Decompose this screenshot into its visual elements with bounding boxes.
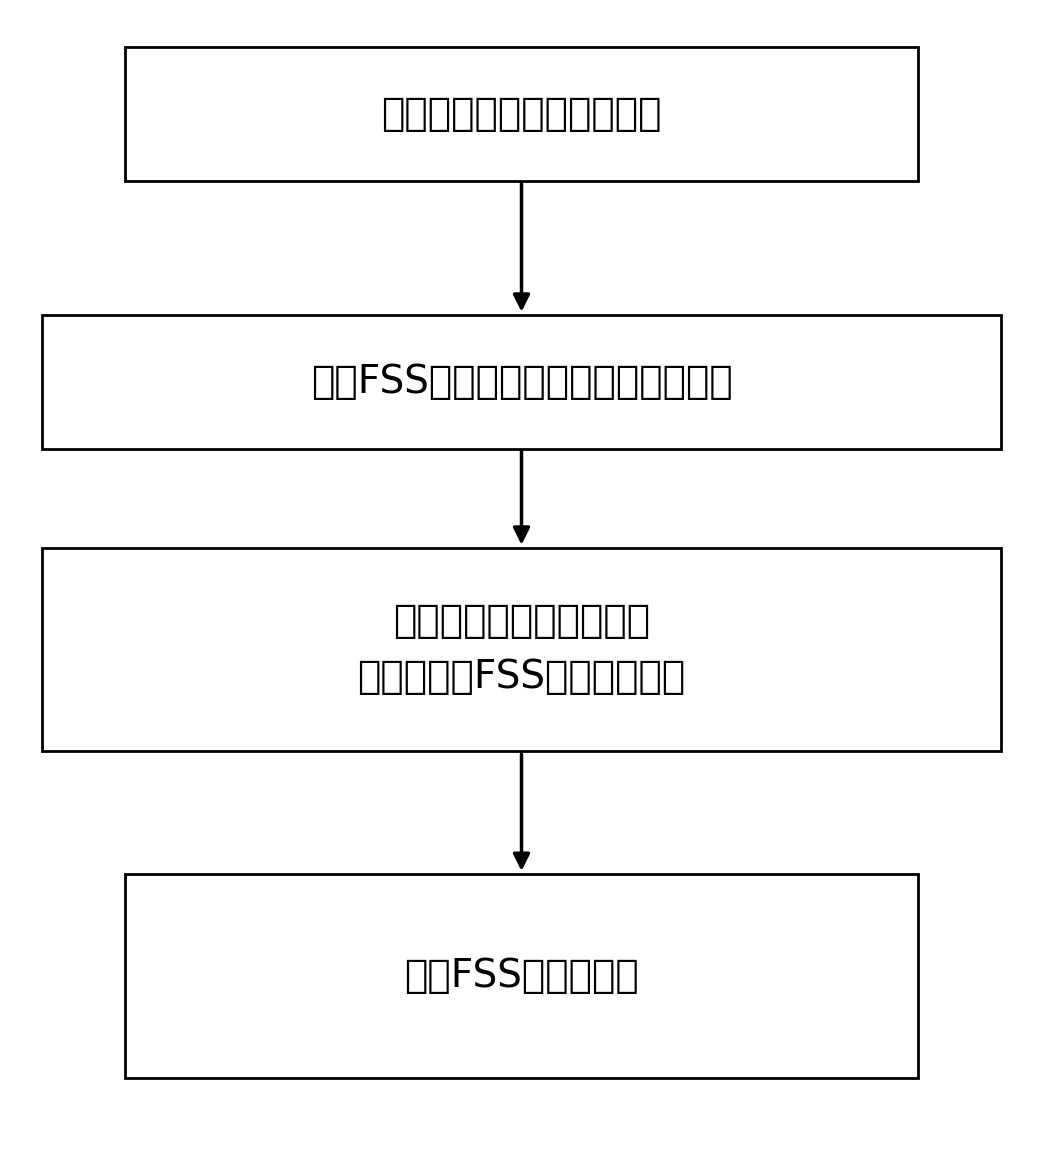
FancyBboxPatch shape [42, 315, 1001, 449]
Text: 建立FSS天线罩模型: 建立FSS天线罩模型 [404, 956, 639, 995]
FancyBboxPatch shape [125, 47, 918, 181]
FancyBboxPatch shape [42, 548, 1001, 751]
FancyBboxPatch shape [125, 874, 918, 1078]
Text: 按照高阶矩量法的要求，
构建扇环状FSS结构计算模型: 按照高阶矩量法的要求， 构建扇环状FSS结构计算模型 [358, 602, 685, 697]
Text: 获取天线罩罩体的设计参数: 获取天线罩罩体的设计参数 [382, 94, 661, 133]
Text: 获取FSS结构无源谐振单元的设计参数: 获取FSS结构无源谐振单元的设计参数 [311, 362, 732, 401]
